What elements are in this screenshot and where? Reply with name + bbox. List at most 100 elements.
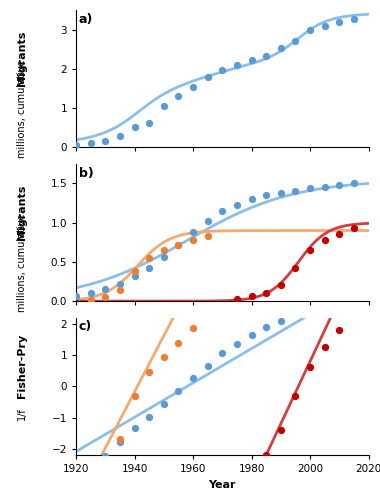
Point — [102, 136, 108, 144]
Point — [307, 363, 313, 371]
Point — [161, 246, 167, 254]
Point — [321, 236, 328, 244]
Point — [131, 272, 138, 280]
X-axis label: Year: Year — [209, 480, 236, 490]
Point — [175, 387, 181, 395]
Point — [292, 186, 298, 194]
Point — [234, 200, 240, 208]
Point — [263, 191, 269, 199]
Point — [278, 189, 284, 197]
Point — [351, 15, 357, 23]
Point — [234, 61, 240, 69]
Point — [219, 207, 225, 215]
Text: 1/f: 1/f — [17, 408, 27, 420]
Point — [307, 246, 313, 254]
Point — [292, 310, 298, 318]
Point — [263, 451, 269, 459]
Point — [321, 343, 328, 351]
Point — [161, 102, 167, 110]
Text: millions, cumulative: millions, cumulative — [17, 214, 27, 312]
Point — [307, 26, 313, 34]
Point — [102, 471, 108, 479]
Point — [131, 268, 138, 276]
Point — [131, 424, 138, 432]
Point — [175, 240, 181, 248]
Point — [292, 264, 298, 272]
Text: c): c) — [79, 320, 92, 334]
Point — [249, 468, 255, 476]
Text: a): a) — [79, 12, 93, 26]
Point — [351, 302, 357, 310]
Point — [307, 184, 313, 192]
Point — [263, 290, 269, 298]
Point — [117, 132, 123, 140]
Point — [205, 74, 211, 82]
Point — [249, 195, 255, 203]
Point — [321, 22, 328, 30]
Point — [88, 466, 94, 474]
Point — [190, 374, 196, 382]
Point — [161, 352, 167, 360]
Point — [102, 452, 108, 460]
Point — [205, 305, 211, 313]
Point — [263, 322, 269, 330]
Point — [278, 317, 284, 325]
Point — [336, 287, 342, 295]
Point — [117, 286, 123, 294]
Point — [292, 36, 298, 44]
Point — [131, 392, 138, 400]
Point — [117, 438, 123, 446]
Point — [146, 264, 152, 272]
Point — [234, 340, 240, 348]
Point — [249, 56, 255, 64]
Text: Migrants: Migrants — [17, 184, 27, 240]
Point — [249, 331, 255, 339]
Point — [219, 66, 225, 74]
Point — [321, 182, 328, 190]
Text: millions, cumulative: millions, cumulative — [17, 60, 27, 158]
Point — [307, 302, 313, 310]
Point — [102, 293, 108, 301]
Point — [146, 413, 152, 421]
Point — [321, 296, 328, 304]
Point — [102, 286, 108, 294]
Point — [88, 140, 94, 147]
Point — [263, 52, 269, 60]
Point — [336, 181, 342, 189]
Point — [117, 435, 123, 443]
Text: Fisher-Pry: Fisher-Pry — [17, 334, 27, 398]
Point — [146, 119, 152, 127]
Point — [161, 253, 167, 261]
Point — [190, 228, 196, 236]
Point — [234, 295, 240, 303]
Point — [219, 350, 225, 358]
Point — [146, 368, 152, 376]
Point — [117, 280, 123, 288]
Point — [205, 362, 211, 370]
Point — [205, 217, 211, 225]
Point — [234, 491, 240, 499]
Point — [249, 292, 255, 300]
Point — [73, 141, 79, 149]
Text: Migrants: Migrants — [17, 30, 27, 86]
Point — [278, 282, 284, 290]
Point — [73, 292, 79, 300]
Point — [190, 82, 196, 90]
Point — [88, 290, 94, 298]
Point — [278, 426, 284, 434]
Point — [73, 482, 79, 490]
Point — [351, 224, 357, 232]
Point — [146, 254, 152, 262]
Point — [278, 44, 284, 52]
Point — [161, 400, 167, 408]
Point — [292, 392, 298, 400]
Point — [190, 236, 196, 244]
Point — [175, 240, 181, 248]
Point — [336, 230, 342, 237]
Point — [205, 232, 211, 240]
Point — [190, 324, 196, 332]
Point — [336, 326, 342, 334]
Point — [175, 92, 181, 100]
Point — [131, 123, 138, 131]
Point — [88, 296, 94, 304]
